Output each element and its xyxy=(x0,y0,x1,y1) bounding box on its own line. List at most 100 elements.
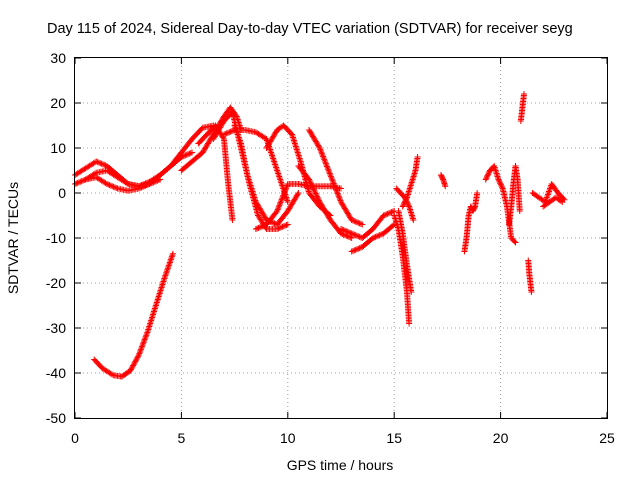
data-point xyxy=(558,198,565,205)
data-point xyxy=(559,199,566,205)
data-point xyxy=(133,355,140,362)
data-point xyxy=(359,221,366,228)
data-point xyxy=(278,198,285,205)
data-point xyxy=(343,228,350,235)
data-point xyxy=(497,181,504,188)
data-point xyxy=(187,150,194,157)
data-point xyxy=(275,225,282,232)
data-point xyxy=(279,223,286,230)
data-point xyxy=(252,226,259,232)
data-point xyxy=(128,366,135,373)
x-tick-label: 10 xyxy=(280,430,296,446)
data-point xyxy=(528,289,535,295)
data-point xyxy=(283,222,290,229)
data-point xyxy=(348,217,355,223)
data-point xyxy=(373,233,380,240)
data-point xyxy=(317,147,324,154)
data-point xyxy=(113,184,120,191)
data-point xyxy=(315,143,322,150)
data-point xyxy=(332,186,339,193)
data-point xyxy=(323,162,330,169)
data-point xyxy=(78,178,85,185)
data-point xyxy=(512,239,519,246)
data-point xyxy=(353,232,360,239)
data-point xyxy=(326,170,333,177)
data-point xyxy=(352,218,359,225)
data-point xyxy=(327,172,334,178)
data-point xyxy=(143,330,150,337)
data-point xyxy=(139,343,146,350)
data-point xyxy=(134,354,141,361)
data-point xyxy=(482,176,489,183)
data-point xyxy=(130,362,137,369)
y-tick-label: 10 xyxy=(50,140,66,156)
data-point xyxy=(332,184,339,191)
data-point xyxy=(381,211,388,218)
data-point xyxy=(483,173,490,180)
data-point xyxy=(163,268,170,275)
data-point xyxy=(254,225,261,232)
data-point xyxy=(400,202,407,209)
data-point xyxy=(135,352,142,358)
data-point xyxy=(129,363,136,370)
data-point xyxy=(485,171,492,178)
data-point xyxy=(499,184,506,191)
data-point xyxy=(387,209,394,216)
data-point xyxy=(95,159,102,166)
data-point xyxy=(258,223,265,230)
data-point xyxy=(511,238,518,245)
data-point xyxy=(337,197,344,204)
data-point xyxy=(319,152,326,159)
data-point xyxy=(220,134,227,141)
data-point xyxy=(283,183,290,190)
data-point xyxy=(483,175,490,182)
y-tick-label: 0 xyxy=(58,185,66,201)
data-point xyxy=(348,230,355,237)
data-point xyxy=(166,260,173,267)
x-tick-label: 15 xyxy=(386,430,402,446)
data-point xyxy=(276,224,283,231)
data-point xyxy=(496,177,503,184)
data-point xyxy=(132,358,139,365)
data-point xyxy=(322,160,329,167)
data-point xyxy=(351,247,358,254)
data-point xyxy=(377,231,384,238)
data-point xyxy=(341,227,348,234)
data-point xyxy=(334,190,341,197)
data-point xyxy=(276,200,283,207)
x-tick-label: 0 xyxy=(71,430,79,446)
data-point xyxy=(183,151,190,158)
data-point xyxy=(165,263,172,270)
data-point xyxy=(516,208,523,214)
data-point xyxy=(353,246,360,253)
data-point xyxy=(167,258,174,265)
data-point xyxy=(101,161,108,168)
data-point xyxy=(133,357,140,364)
data-point xyxy=(356,220,363,227)
data-point xyxy=(312,190,319,197)
data-point xyxy=(308,182,315,189)
data-point xyxy=(97,160,104,167)
data-point xyxy=(340,227,347,234)
data-point xyxy=(405,202,412,209)
data-point xyxy=(99,161,106,168)
data-point xyxy=(130,361,137,368)
data-point xyxy=(402,195,409,202)
data-point xyxy=(108,371,115,378)
data-point xyxy=(274,208,281,214)
data-point xyxy=(353,219,360,226)
data-point xyxy=(136,350,143,357)
y-tick-label: -10 xyxy=(46,230,66,246)
x-tick-label: 5 xyxy=(178,430,186,446)
data-point xyxy=(77,178,84,185)
data-point xyxy=(352,232,359,239)
y-tick-label: -50 xyxy=(46,410,66,426)
data-point xyxy=(284,199,291,205)
data-point xyxy=(105,181,112,188)
data-point xyxy=(274,206,281,213)
data-point xyxy=(345,229,352,236)
chart-title: Day 115 of 2024, Sidereal Day-to-day VTE… xyxy=(47,21,573,37)
data-point xyxy=(348,248,355,255)
data-point xyxy=(260,222,267,229)
data-point xyxy=(308,180,315,187)
